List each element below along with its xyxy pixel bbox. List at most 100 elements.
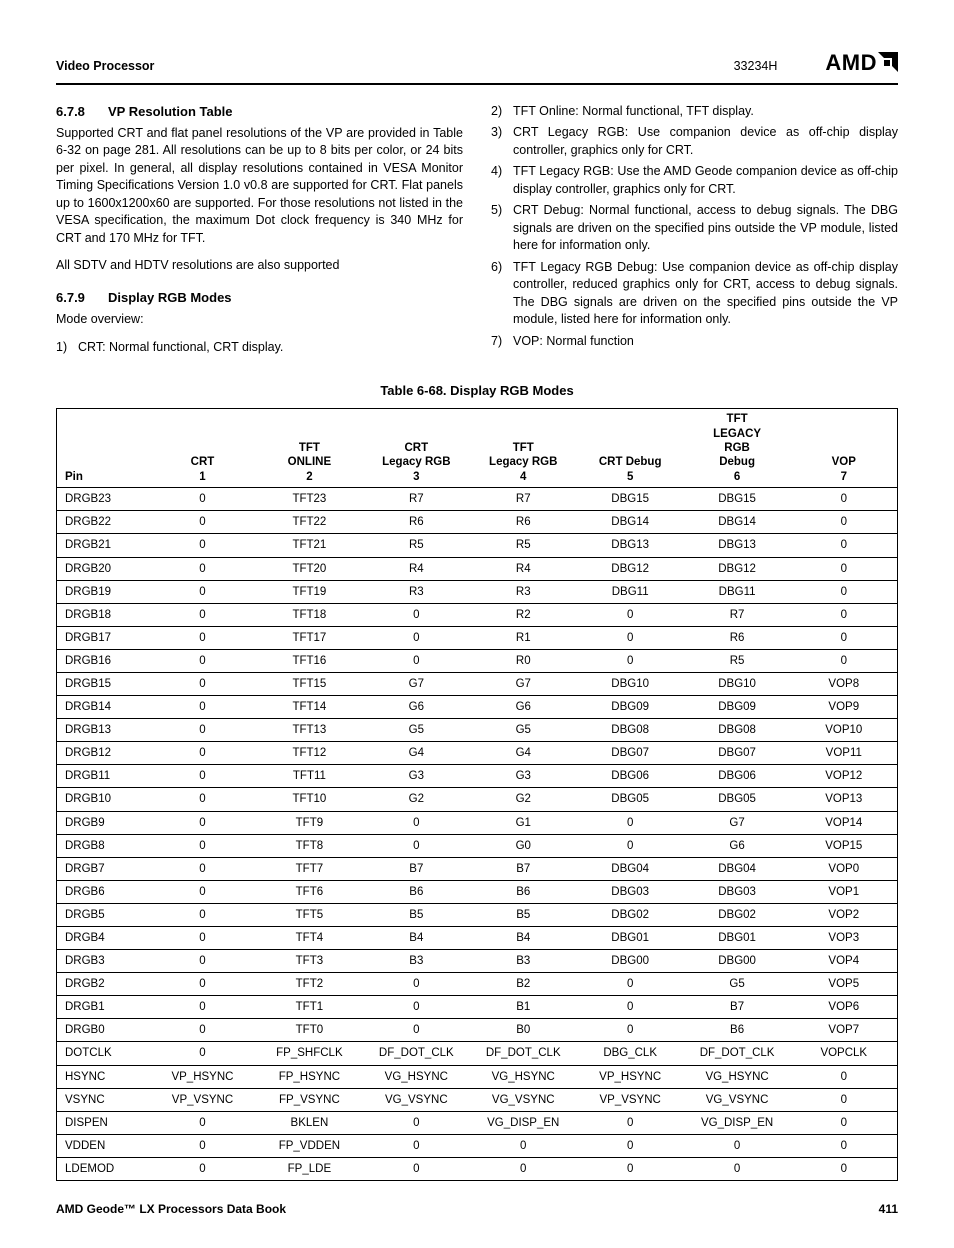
table-cell: B6 xyxy=(470,880,577,903)
table-cell: R5 xyxy=(470,534,577,557)
table-row: DRGB10TFT10B10B7VOP6 xyxy=(57,996,898,1019)
table-cell: 0 xyxy=(577,996,684,1019)
table-cell: DRGB6 xyxy=(57,880,150,903)
paragraph: Supported CRT and flat panel resolutions… xyxy=(56,125,463,248)
table-cell: DRGB1 xyxy=(57,996,150,1019)
table-cell: TFT19 xyxy=(256,580,363,603)
table-cell: TFT17 xyxy=(256,626,363,649)
table-cell: B4 xyxy=(363,927,470,950)
table-cell: FP_VDDEN xyxy=(256,1134,363,1157)
table-cell: G4 xyxy=(363,742,470,765)
table-cell: G7 xyxy=(684,811,791,834)
table-cell: G2 xyxy=(363,788,470,811)
mode-item-5: 5)CRT Debug: Normal functional, access t… xyxy=(491,202,898,255)
table-cell: VP_HSYNC xyxy=(577,1065,684,1088)
table-cell: VG_DISP_EN xyxy=(684,1111,791,1134)
list-text: VOP: Normal function xyxy=(513,333,898,351)
table-column-header: TFTLegacy RGB4 xyxy=(470,409,577,488)
table-cell: R1 xyxy=(470,626,577,649)
list-text: CRT Legacy RGB: Use companion device as … xyxy=(513,124,898,159)
table-cell: 0 xyxy=(577,1019,684,1042)
table-cell: DBG02 xyxy=(684,903,791,926)
table-cell: 0 xyxy=(149,1157,256,1180)
table-cell: B7 xyxy=(470,857,577,880)
table-cell: G7 xyxy=(363,672,470,695)
table-cell: 0 xyxy=(149,1111,256,1134)
mode-item-2: 2)TFT Online: Normal functional, TFT dis… xyxy=(491,103,898,121)
table-cell: TFT7 xyxy=(256,857,363,880)
list-number: 1) xyxy=(56,339,78,357)
table-cell: TFT23 xyxy=(256,488,363,511)
table-cell: DF_DOT_CLK xyxy=(363,1042,470,1065)
table-cell: TFT22 xyxy=(256,511,363,534)
table-cell: R6 xyxy=(363,511,470,534)
table-row: LDEMOD0FP_LDE00000 xyxy=(57,1157,898,1180)
table-row: DRGB00TFT00B00B6VOP7 xyxy=(57,1019,898,1042)
table-cell: DRGB17 xyxy=(57,626,150,649)
table-cell: DBG13 xyxy=(684,534,791,557)
table-cell: B6 xyxy=(363,880,470,903)
table-cell: 0 xyxy=(149,811,256,834)
mode-item-3: 3)CRT Legacy RGB: Use companion device a… xyxy=(491,124,898,159)
table-cell: VOP10 xyxy=(791,719,898,742)
table-cell: TFT0 xyxy=(256,1019,363,1042)
table-cell: HSYNC xyxy=(57,1065,150,1088)
table-cell: G5 xyxy=(470,719,577,742)
table-row: DRGB200TFT20R4R4DBG12DBG120 xyxy=(57,557,898,580)
footer-book-title: AMD Geode™ LX Processors Data Book xyxy=(56,1201,286,1218)
table-cell: 0 xyxy=(791,649,898,672)
table-cell: DRGB3 xyxy=(57,950,150,973)
table-cell: DRGB19 xyxy=(57,580,150,603)
header-right: 33234H AMD xyxy=(734,48,898,79)
table-cell: 0 xyxy=(363,973,470,996)
table-cell: VOP7 xyxy=(791,1019,898,1042)
table-cell: G7 xyxy=(470,672,577,695)
table-cell: VG_VSYNC xyxy=(363,1088,470,1111)
table-cell: DBG09 xyxy=(577,696,684,719)
table-row: DRGB20TFT20B20G5VOP5 xyxy=(57,973,898,996)
logo-text: AMD xyxy=(825,50,877,75)
table-column-header: Pin xyxy=(57,409,150,488)
amd-logo: AMD xyxy=(825,48,898,79)
table-column-header: VOP7 xyxy=(791,409,898,488)
table-cell: 0 xyxy=(149,788,256,811)
table-cell: DBG00 xyxy=(684,950,791,973)
table-cell: LDEMOD xyxy=(57,1157,150,1180)
table-cell: R7 xyxy=(470,488,577,511)
list-text: TFT Legacy RGB: Use the AMD Geode compan… xyxy=(513,163,898,198)
table-cell: R5 xyxy=(684,649,791,672)
heading-678: 6.7.8VP Resolution Table xyxy=(56,103,463,121)
table-cell: 0 xyxy=(791,557,898,580)
table-cell: 0 xyxy=(149,580,256,603)
table-cell: VP_VSYNC xyxy=(149,1088,256,1111)
table-cell: DBG08 xyxy=(684,719,791,742)
table-cell: 0 xyxy=(577,834,684,857)
table-cell: DBG10 xyxy=(577,672,684,695)
display-rgb-modes-table: PinCRT1TFTONLINE2CRTLegacy RGB3TFTLegacy… xyxy=(56,408,898,1181)
table-cell: B5 xyxy=(363,903,470,926)
header-code: 33234H xyxy=(734,58,778,76)
table-cell: DBG02 xyxy=(577,903,684,926)
table-cell: TFT6 xyxy=(256,880,363,903)
table-cell: 0 xyxy=(577,1157,684,1180)
table-cell: B0 xyxy=(470,1019,577,1042)
table-cell: 0 xyxy=(470,1157,577,1180)
table-cell: G1 xyxy=(470,811,577,834)
mode-list-left: 1)CRT: Normal functional, CRT display. xyxy=(56,339,463,357)
table-cell: VOP8 xyxy=(791,672,898,695)
table-row: DRGB180TFT180R20R70 xyxy=(57,603,898,626)
table-row: DISPEN0BKLEN0VG_DISP_EN0VG_DISP_EN0 xyxy=(57,1111,898,1134)
table-cell: DBG15 xyxy=(577,488,684,511)
table-cell: DRGB11 xyxy=(57,765,150,788)
table-cell: DBG11 xyxy=(577,580,684,603)
header-section: Video Processor xyxy=(56,58,154,76)
table-cell: DRGB12 xyxy=(57,742,150,765)
table-cell: 0 xyxy=(363,1157,470,1180)
table-cell: VOP15 xyxy=(791,834,898,857)
table-cell: DOTCLK xyxy=(57,1042,150,1065)
table-cell: DBG05 xyxy=(577,788,684,811)
table-cell: 0 xyxy=(363,811,470,834)
table-cell: 0 xyxy=(149,672,256,695)
table-row: DRGB90TFT90G10G7VOP14 xyxy=(57,811,898,834)
table-cell: DBG15 xyxy=(684,488,791,511)
